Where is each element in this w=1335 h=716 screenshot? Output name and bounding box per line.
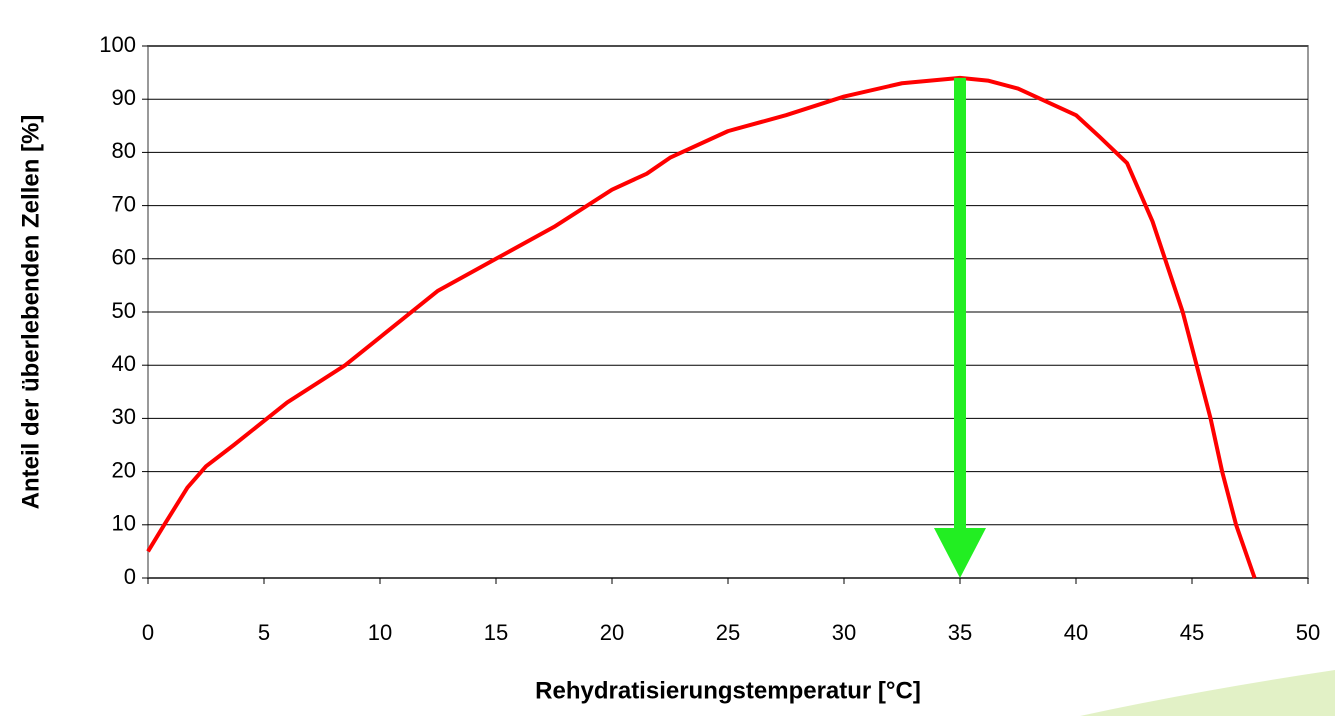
y-tick-label: 0 — [124, 564, 136, 589]
line-series — [146, 75, 1257, 579]
y-tick-label: 80 — [112, 138, 136, 163]
y-tick-label: 30 — [112, 404, 136, 429]
x-tick-label: 5 — [258, 620, 270, 645]
x-tick-label: 15 — [484, 620, 508, 645]
x-tick-label: 30 — [832, 620, 856, 645]
y-tick-label: 40 — [112, 351, 136, 376]
x-tick-label: 0 — [142, 620, 154, 645]
arrow-head — [934, 528, 986, 578]
x-axis-label: Rehydratisierungstemperatur [°C] — [535, 677, 921, 704]
x-tick-label: 10 — [368, 620, 392, 645]
x-tick-label: 35 — [948, 620, 972, 645]
y-tick-label: 90 — [112, 85, 136, 110]
y-tick-label: 50 — [112, 298, 136, 323]
x-tick-label: 25 — [716, 620, 740, 645]
y-tick-label: 70 — [112, 191, 136, 216]
x-tick-label: 40 — [1064, 620, 1088, 645]
decoration — [1080, 670, 1335, 716]
y-tick-label: 60 — [112, 245, 136, 270]
y-tick-label: 100 — [99, 32, 136, 57]
x-tick-label: 20 — [600, 620, 624, 645]
x-tick-label: 50 — [1296, 620, 1320, 645]
y-axis-label: Anteil der überlebenden Zellen [%] — [17, 115, 44, 510]
x-tick-label: 45 — [1180, 620, 1204, 645]
y-tick-label: 10 — [112, 511, 136, 536]
y-tick-label: 20 — [112, 457, 136, 482]
